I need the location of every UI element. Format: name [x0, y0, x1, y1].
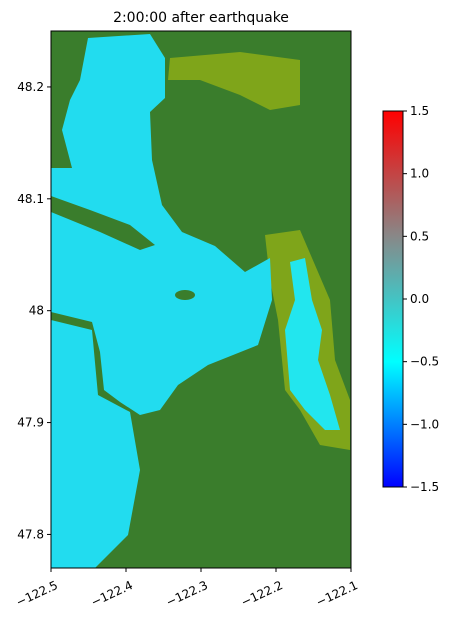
- colorbar: [382, 110, 404, 488]
- x-tick-label: −122.5: [14, 578, 60, 609]
- peninsula: [51, 196, 155, 250]
- y-tick-label: 48.1: [17, 192, 44, 206]
- x-tick-label: −122.3: [164, 578, 210, 609]
- colorbar-tick-label: 0.5: [410, 229, 429, 243]
- colorbar-tick-label: 1.5: [410, 104, 429, 118]
- colorbar-tick-label: 0.0: [410, 292, 429, 306]
- map: [50, 30, 352, 569]
- y-tick-label: 48.2: [17, 80, 44, 94]
- colorbar-tick-label: −1.0: [410, 417, 439, 431]
- water: [51, 320, 140, 568]
- colorbar-tick-label: −1.5: [410, 480, 439, 494]
- y-tick-label: 47.9: [17, 416, 44, 430]
- colorbar-tick-label: −0.5: [410, 355, 439, 369]
- x-tick-label: −122.2: [239, 578, 285, 609]
- y-tick-label: 47.8: [17, 527, 44, 541]
- chart-title: 2:00:00 after earthquake: [113, 10, 289, 26]
- water: [285, 258, 340, 430]
- colorbar-tick-label: 1.0: [410, 167, 429, 181]
- island: [175, 290, 195, 300]
- x-tick-label: −122.4: [89, 578, 135, 609]
- shallow-land: [168, 52, 300, 110]
- x-tick-label: −122.1: [314, 578, 360, 609]
- y-tick-label: 48: [29, 304, 44, 318]
- water: [51, 34, 272, 415]
